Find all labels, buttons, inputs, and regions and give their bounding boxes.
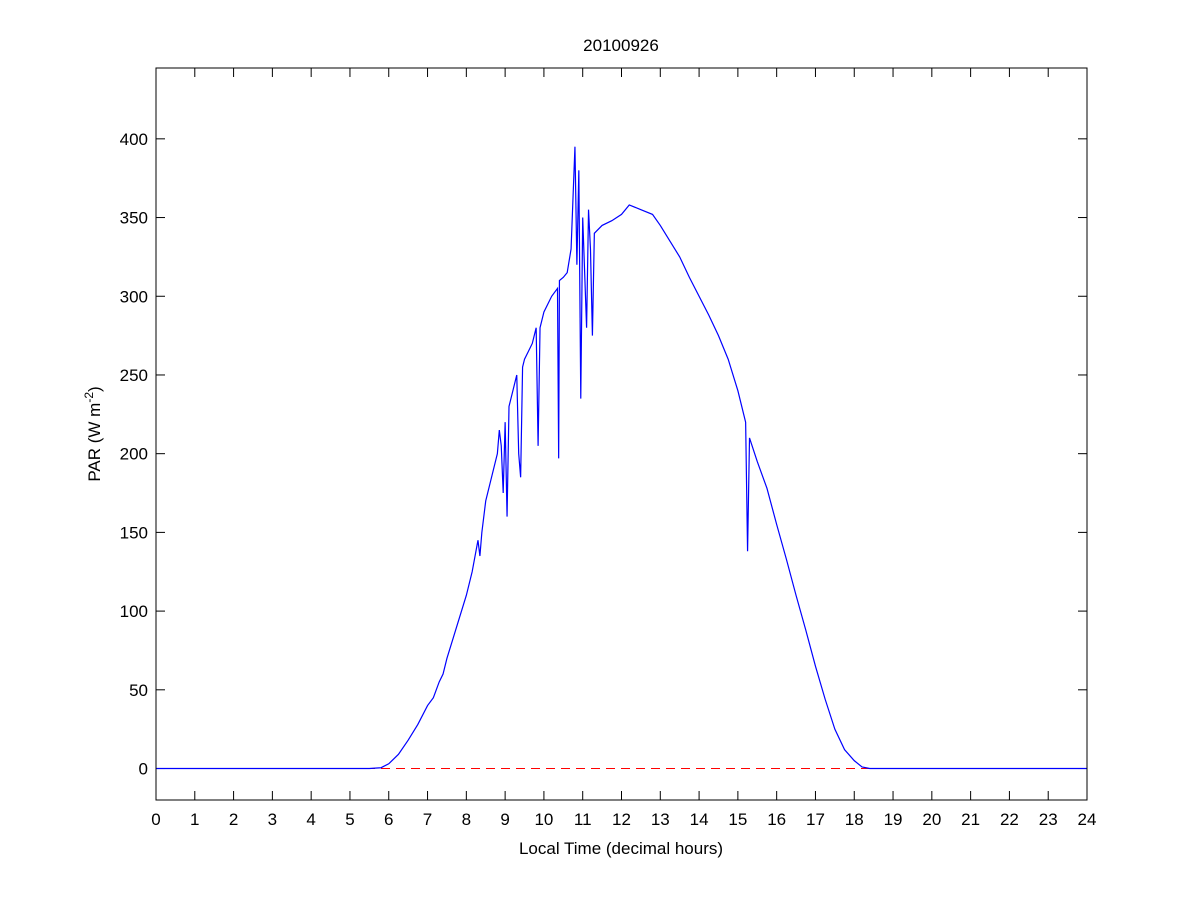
x-tick-label: 12 xyxy=(612,810,631,829)
y-axis-label-main: PAR (W m xyxy=(85,403,104,482)
x-tick-label: 14 xyxy=(690,810,709,829)
y-tick-label: 200 xyxy=(120,445,148,464)
x-tick-label: 10 xyxy=(534,810,553,829)
y-tick-label: 400 xyxy=(120,130,148,149)
x-tick-label: 6 xyxy=(384,810,393,829)
y-tick-label: 0 xyxy=(139,760,148,779)
x-tick-label: 3 xyxy=(268,810,277,829)
x-tick-label: 24 xyxy=(1078,810,1097,829)
y-axis-label-sup: -2 xyxy=(82,392,96,403)
x-tick-label: 16 xyxy=(767,810,786,829)
y-tick-label: 100 xyxy=(120,602,148,621)
x-tick-label: 11 xyxy=(574,810,592,829)
y-tick-label: 150 xyxy=(120,523,148,542)
y-axis-label-end: ) xyxy=(85,386,104,392)
y-tick-label: 350 xyxy=(120,209,148,228)
x-tick-label: 7 xyxy=(423,810,432,829)
x-tick-label: 22 xyxy=(1000,810,1019,829)
x-tick-label: 9 xyxy=(500,810,509,829)
x-tick-label: 18 xyxy=(845,810,864,829)
x-tick-label: 2 xyxy=(229,810,238,829)
data-line xyxy=(156,146,1087,770)
x-tick-label: 17 xyxy=(806,810,825,829)
x-tick-label: 0 xyxy=(151,810,160,829)
x-tick-label: 8 xyxy=(462,810,471,829)
y-axis-label: PAR (W m-2) xyxy=(82,386,104,481)
x-tick-label: 13 xyxy=(651,810,670,829)
x-tick-label: 20 xyxy=(922,810,941,829)
x-tick-label: 4 xyxy=(306,810,315,829)
plot-frame xyxy=(155,67,1088,801)
chart-title: 20100926 xyxy=(583,36,659,55)
x-tick-label: 1 xyxy=(190,810,199,829)
x-tick-label: 15 xyxy=(728,810,747,829)
y-tick-label: 300 xyxy=(120,287,148,306)
x-tick-label: 5 xyxy=(345,810,354,829)
x-tick-label: 21 xyxy=(961,810,980,829)
y-tick-label: 250 xyxy=(120,366,148,385)
x-tick-label: 23 xyxy=(1039,810,1058,829)
x-axis-label: Local Time (decimal hours) xyxy=(519,839,723,858)
y-tick-label: 50 xyxy=(129,681,148,700)
x-tick-label: 19 xyxy=(884,810,903,829)
